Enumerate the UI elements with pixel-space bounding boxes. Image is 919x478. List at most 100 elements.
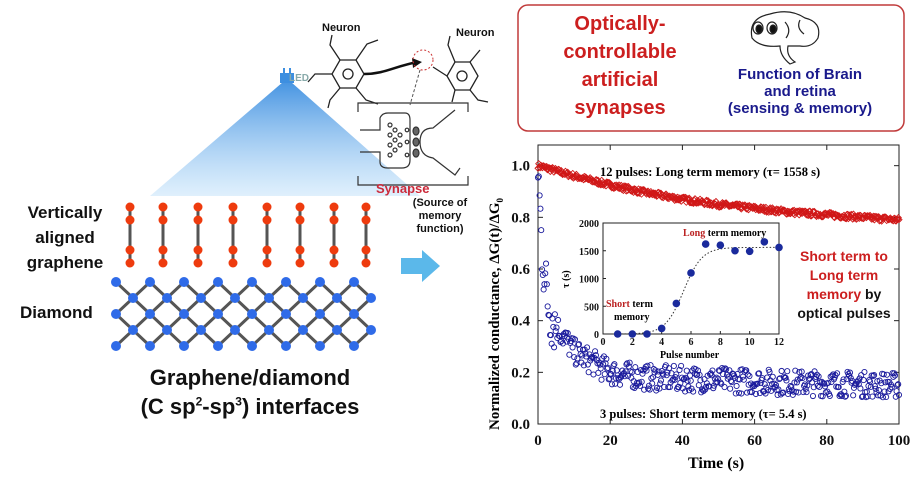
- long-rest: term memory: [705, 228, 767, 239]
- side-line: Long term: [809, 267, 879, 283]
- data-point: [717, 379, 724, 386]
- carbon-atom: [193, 202, 203, 212]
- data-point: [683, 367, 690, 374]
- side-line: by: [861, 286, 882, 302]
- carbon-atom: [295, 245, 305, 255]
- data-point: [721, 383, 728, 391]
- synapse-highlight: [412, 49, 434, 71]
- data-point: [783, 377, 790, 384]
- carbon-atom: [298, 325, 308, 335]
- data-point: [789, 391, 796, 398]
- brain-icon: [750, 11, 820, 65]
- carbon-atom: [158, 202, 168, 212]
- data-point: [809, 392, 817, 400]
- inset-x-tick-label: 10: [745, 337, 755, 348]
- data-point: [602, 360, 609, 367]
- neuron-left-label: Neuron: [322, 22, 361, 34]
- data-point: [870, 372, 877, 380]
- data-point: [756, 390, 763, 397]
- inset-y-text: τ (s): [561, 270, 572, 288]
- data-point: [764, 374, 771, 381]
- data-point: [605, 376, 612, 383]
- carbon-atom: [262, 245, 272, 255]
- title-line: artificial: [581, 69, 659, 91]
- data-point: [612, 380, 619, 387]
- data-point: [542, 270, 549, 277]
- data-point: [534, 174, 542, 181]
- carbon-atom: [111, 277, 121, 287]
- carbon-atom: [125, 245, 135, 255]
- data-point: [892, 393, 899, 400]
- data-point: [798, 368, 805, 375]
- sup: 3: [235, 394, 242, 409]
- carbon-atom: [128, 325, 138, 335]
- data-point: [564, 330, 571, 337]
- carbon-atom: [128, 293, 138, 303]
- data-point: [614, 372, 621, 379]
- data-point: [872, 385, 879, 392]
- decay-chart: 0 20 40 60 80 100 0.0 0.2 0.4 0.6 0.8 1.0 0 2 4 6 8 10 12 0…: [511, 144, 910, 449]
- carbon-atom: [329, 215, 339, 225]
- inset-data-point: [687, 269, 695, 277]
- data-point: [879, 394, 886, 401]
- data-point: [839, 378, 846, 385]
- data-point: [894, 213, 902, 222]
- data-point: [760, 203, 768, 211]
- sub-text: (C sp: [140, 394, 196, 419]
- inset-data-point: [643, 330, 651, 338]
- data-point: [715, 203, 724, 211]
- carbon-atom: [213, 309, 223, 319]
- carbon-atom: [179, 309, 189, 319]
- data-point: [718, 380, 725, 387]
- short-red: Short: [606, 299, 630, 310]
- carbon-atom: [125, 202, 135, 212]
- data-point: [803, 389, 810, 396]
- data-point: [571, 336, 579, 343]
- data-point: [788, 384, 795, 391]
- x-tick-label: 0: [534, 433, 542, 449]
- data-point: [771, 380, 778, 387]
- data-point: [893, 388, 900, 395]
- long-red: Long: [683, 228, 706, 239]
- carbon-atom: [193, 245, 203, 255]
- data-point: [857, 385, 864, 392]
- data-point: [776, 376, 783, 383]
- inset-x-tick-label: 8: [718, 337, 723, 348]
- carbon-atom: [145, 309, 155, 319]
- data-point: [598, 376, 605, 383]
- data-point: [869, 393, 876, 400]
- data-point: [815, 373, 822, 380]
- inset-data-point: [657, 324, 666, 333]
- data-point: [840, 376, 847, 383]
- data-point: [768, 380, 776, 388]
- carbon-atom: [262, 215, 272, 225]
- inset-x-tick-label: 6: [689, 337, 694, 348]
- data-point: [572, 361, 579, 368]
- data-point: [883, 371, 890, 378]
- interface-subtitle: (C sp2-sp3) interfaces: [90, 394, 410, 420]
- data-point: [690, 388, 697, 395]
- title-line: Optically-: [574, 13, 666, 35]
- carbon-atom: [264, 325, 274, 335]
- data-point: [673, 193, 682, 201]
- carbon-atom: [366, 325, 376, 335]
- data-point: [540, 286, 547, 293]
- data-point: [799, 374, 806, 382]
- x-axis-label: Time (s): [688, 455, 745, 472]
- short-rest: term: [629, 299, 653, 310]
- graphene-label: Vertically aligned graphene: [10, 200, 120, 275]
- data-point: [650, 366, 657, 373]
- carbon-atom: [228, 215, 238, 225]
- data-point: [653, 387, 660, 394]
- inset-fit-line: [617, 246, 780, 335]
- y-tick-label: 0.4: [511, 314, 530, 330]
- carbon-atom: [361, 245, 371, 255]
- data-point: [598, 180, 607, 189]
- carbon-atom: [295, 202, 305, 212]
- data-point: [804, 382, 811, 389]
- data-point: [738, 390, 745, 397]
- data-point: [574, 355, 581, 362]
- carbon-atom: [264, 293, 274, 303]
- carbon-atom: [158, 258, 168, 268]
- data-point: [766, 368, 773, 375]
